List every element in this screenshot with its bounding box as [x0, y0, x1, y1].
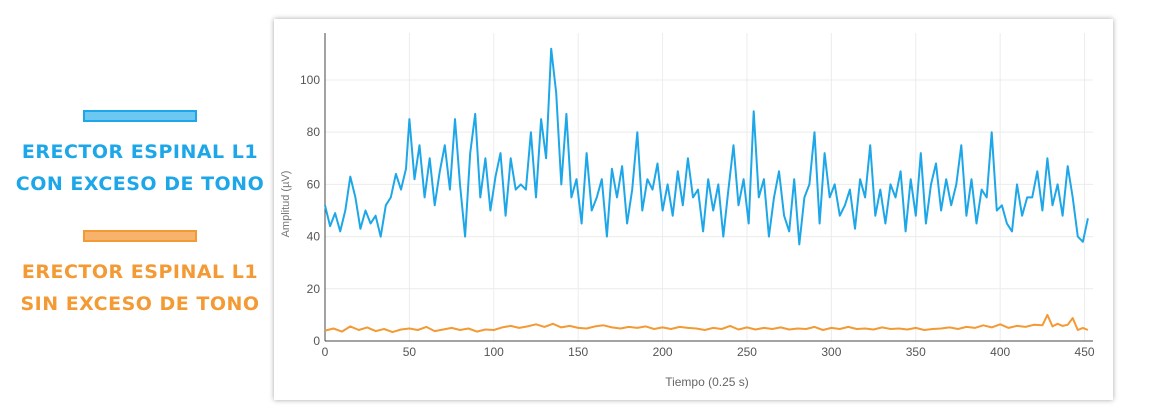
- y-tick-label: 80: [307, 125, 321, 139]
- x-tick-label: 200: [653, 345, 673, 359]
- y-tick-label: 100: [300, 73, 320, 87]
- y-tick-label: 20: [307, 282, 321, 296]
- series-line-1: [324, 47, 1089, 246]
- tick-labels: 0 50 100 150 200 250 300 350 400 450 0 20 40 60 80 100: [300, 73, 1095, 359]
- x-tick-label: 100: [484, 345, 504, 359]
- legend-label-line-2: SIN EXCESO DE TONO: [20, 293, 260, 315]
- legend-label-line-1: ERECTOR ESPINAL L1: [21, 261, 259, 283]
- x-tick-label: 50: [403, 345, 417, 359]
- legend: ERECTOR ESPINAL L1 CON EXCESO DE TONO ER…: [0, 0, 280, 416]
- legend-swatch-sin-exceso: [83, 230, 197, 242]
- legend-label-line-1: ERECTOR ESPINAL L1: [21, 141, 259, 163]
- y-tick-label: 40: [307, 230, 321, 244]
- y-tick-label: 60: [307, 177, 321, 191]
- x-axis-label: Tiempo (0.25 s): [665, 375, 749, 389]
- series-line-2: [324, 313, 1089, 334]
- emg-line-chart: 0 50 100 150 200 250 300 350 400 450020406080100 …: [280, 33, 1095, 389]
- y-tick-label: 0: [313, 334, 320, 348]
- axes: [324, 33, 1093, 342]
- x-tick-label: 150: [568, 345, 588, 359]
- x-tick-label: 350: [906, 345, 926, 359]
- x-tick-label: 0: [322, 345, 329, 359]
- x-tick-label: 450: [1075, 345, 1095, 359]
- chart-panel: 0 50 100 150 200 250 300 350 400 450 0 20 40 60 80 100 …: [274, 19, 1113, 400]
- series-lines: [324, 47, 1089, 334]
- legend-item-sin-exceso: ERECTOR ESPINAL L1 SIN EXCESO DE TONO: [0, 230, 280, 320]
- legend-label-con-exceso: ERECTOR ESPINAL L1 CON EXCESO DE TONO: [0, 136, 280, 200]
- x-tick-label: 300: [821, 345, 841, 359]
- legend-label-line-2: CON EXCESO DE TONO: [15, 173, 265, 195]
- legend-swatch-con-exceso: [83, 110, 197, 122]
- x-tick-label: 400: [990, 345, 1010, 359]
- y-axis-label: Amplitud (µV): [280, 171, 292, 238]
- x-tick-label: 250: [737, 345, 757, 359]
- legend-item-con-exceso: ERECTOR ESPINAL L1 CON EXCESO DE TONO: [0, 110, 280, 200]
- legend-label-sin-exceso: ERECTOR ESPINAL L1 SIN EXCESO DE TONO: [0, 256, 280, 320]
